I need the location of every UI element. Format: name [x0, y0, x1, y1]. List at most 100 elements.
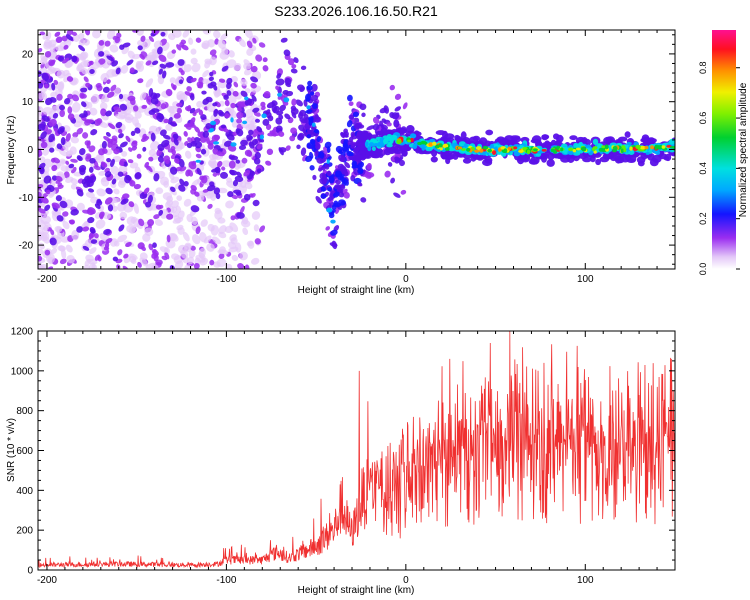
spectrogram-cell — [190, 57, 198, 65]
x-tick-label: 0 — [403, 274, 409, 285]
spectrogram-cell — [115, 121, 123, 129]
spectrogram-cell — [487, 148, 493, 153]
spectrogram-cell — [398, 159, 406, 167]
spectrogram-cell — [93, 165, 101, 171]
spectrogram-cell — [59, 109, 66, 118]
spectrogram-cell — [66, 150, 74, 157]
spectrogram-cell — [70, 209, 79, 216]
spectrogram-cell — [230, 117, 234, 123]
spectrogram-cell — [70, 183, 78, 190]
spectrogram-cell — [316, 136, 322, 142]
spectrogram-cell — [439, 147, 443, 151]
spectrogram-cell — [235, 159, 241, 164]
spectrogram-cell — [114, 36, 121, 44]
spectrogram-cell — [259, 134, 264, 140]
snr-panel: -200 -100 0 100 0 200 400 600 800 1000 1200 Heigh… — [6, 327, 676, 596]
spectrogram-cell — [249, 170, 256, 177]
spectrogram-cell — [86, 140, 91, 149]
spectrogram-cell — [391, 112, 400, 120]
spectrogram-cell — [147, 219, 155, 227]
spectrogram-cell — [582, 156, 592, 163]
spectrogram-cell — [155, 259, 163, 266]
spectrogram-cell — [65, 244, 73, 253]
spectrogram-cell — [350, 144, 356, 149]
spectrogram-cell — [389, 84, 395, 91]
spectrogram-cell — [384, 170, 391, 178]
spectrogram-cell — [246, 47, 254, 56]
spectrogram-cell — [332, 191, 340, 198]
spectrogram-cell — [609, 142, 617, 147]
spectrogram-cell — [223, 140, 232, 147]
spectrogram-cell — [38, 264, 45, 269]
spectrogram-cell — [78, 164, 87, 173]
spectrogram-cell — [122, 42, 131, 48]
spectrogram-cell — [63, 44, 69, 50]
spectrogram-cell — [85, 82, 91, 88]
spectrogram-cell — [242, 120, 248, 125]
spectrogram-cell — [113, 106, 122, 113]
spectrogram-cell — [49, 97, 57, 103]
spectrogram-cell — [46, 68, 54, 75]
spectrogram-cell — [125, 241, 132, 248]
spectrogram-cell — [169, 186, 176, 193]
spectrogram-cell — [283, 97, 290, 103]
spectrogram-cell — [209, 259, 215, 266]
spectrogram-cell — [224, 99, 230, 107]
spectrogram-cell — [593, 150, 597, 154]
colorbar-tick-label: 0.2 — [698, 212, 708, 225]
spectrogram-cell — [103, 246, 110, 251]
spectrogram-cell — [236, 212, 245, 219]
spectrogram-cell — [279, 147, 287, 153]
spectrogram-cell — [221, 160, 231, 168]
spectrogram-cell — [235, 242, 242, 253]
spectrogram-cell — [155, 204, 162, 210]
spectrogram-cell — [124, 174, 131, 184]
spectrogram-cell — [93, 233, 99, 239]
spectrogram-cell — [65, 133, 71, 142]
spectrogram-cell — [250, 192, 256, 198]
spectrogram-cell — [541, 134, 550, 140]
spectrogram-cell — [38, 242, 45, 250]
spectrogram-cell — [51, 175, 58, 181]
spectrogram-cell — [184, 264, 192, 269]
spectrogram-cell — [172, 133, 179, 140]
spectrogram-cell — [326, 170, 332, 177]
spectrogram-cell — [326, 146, 331, 153]
spectrogram-cell — [223, 128, 229, 133]
spectrogram-cell — [620, 155, 631, 163]
x-tick-label: 100 — [577, 575, 594, 586]
spectrogram-cell — [319, 172, 327, 180]
spectrogram-cell — [85, 191, 95, 199]
x-tick-label: -100 — [216, 274, 236, 285]
spectrogram-cell — [227, 191, 234, 198]
spectrogram-cell — [133, 203, 139, 214]
spectrogram-cell — [171, 253, 180, 261]
spectrogram-cell — [291, 64, 297, 69]
spectrogram-cell — [357, 161, 365, 169]
spectrogram-cell — [41, 115, 50, 122]
spectrogram-cell — [140, 136, 150, 142]
spectrogram-cell — [402, 102, 408, 110]
colorbar-label: Normalized spectral amplitude — [738, 82, 749, 217]
spectrogram-cell — [108, 123, 116, 130]
spectrogram-cell — [324, 141, 332, 149]
spectrogram-cell — [396, 139, 402, 145]
spectrogram-cell — [67, 93, 74, 100]
spectrogram-cell — [195, 153, 202, 159]
spectrogram-cell — [290, 68, 298, 74]
spectrogram-cell — [49, 147, 55, 153]
spectrogram-cell — [265, 160, 272, 166]
spectrogram-cell — [150, 132, 156, 142]
spectrogram-cell — [612, 146, 618, 151]
spectrogram-cell — [125, 135, 131, 143]
spectrogram-cell — [454, 134, 460, 141]
spectrogram-cell — [45, 252, 56, 264]
spectrogram-cell — [57, 182, 62, 187]
spectrogram-cell — [51, 164, 58, 172]
spectrogram-cell — [340, 132, 349, 138]
spectrogram-cell — [251, 257, 260, 265]
spectrogram-cell — [386, 136, 393, 141]
spectrogram-cell — [235, 128, 241, 134]
y-tick-label: 1200 — [11, 327, 34, 338]
spectrogram-cell — [229, 155, 239, 161]
